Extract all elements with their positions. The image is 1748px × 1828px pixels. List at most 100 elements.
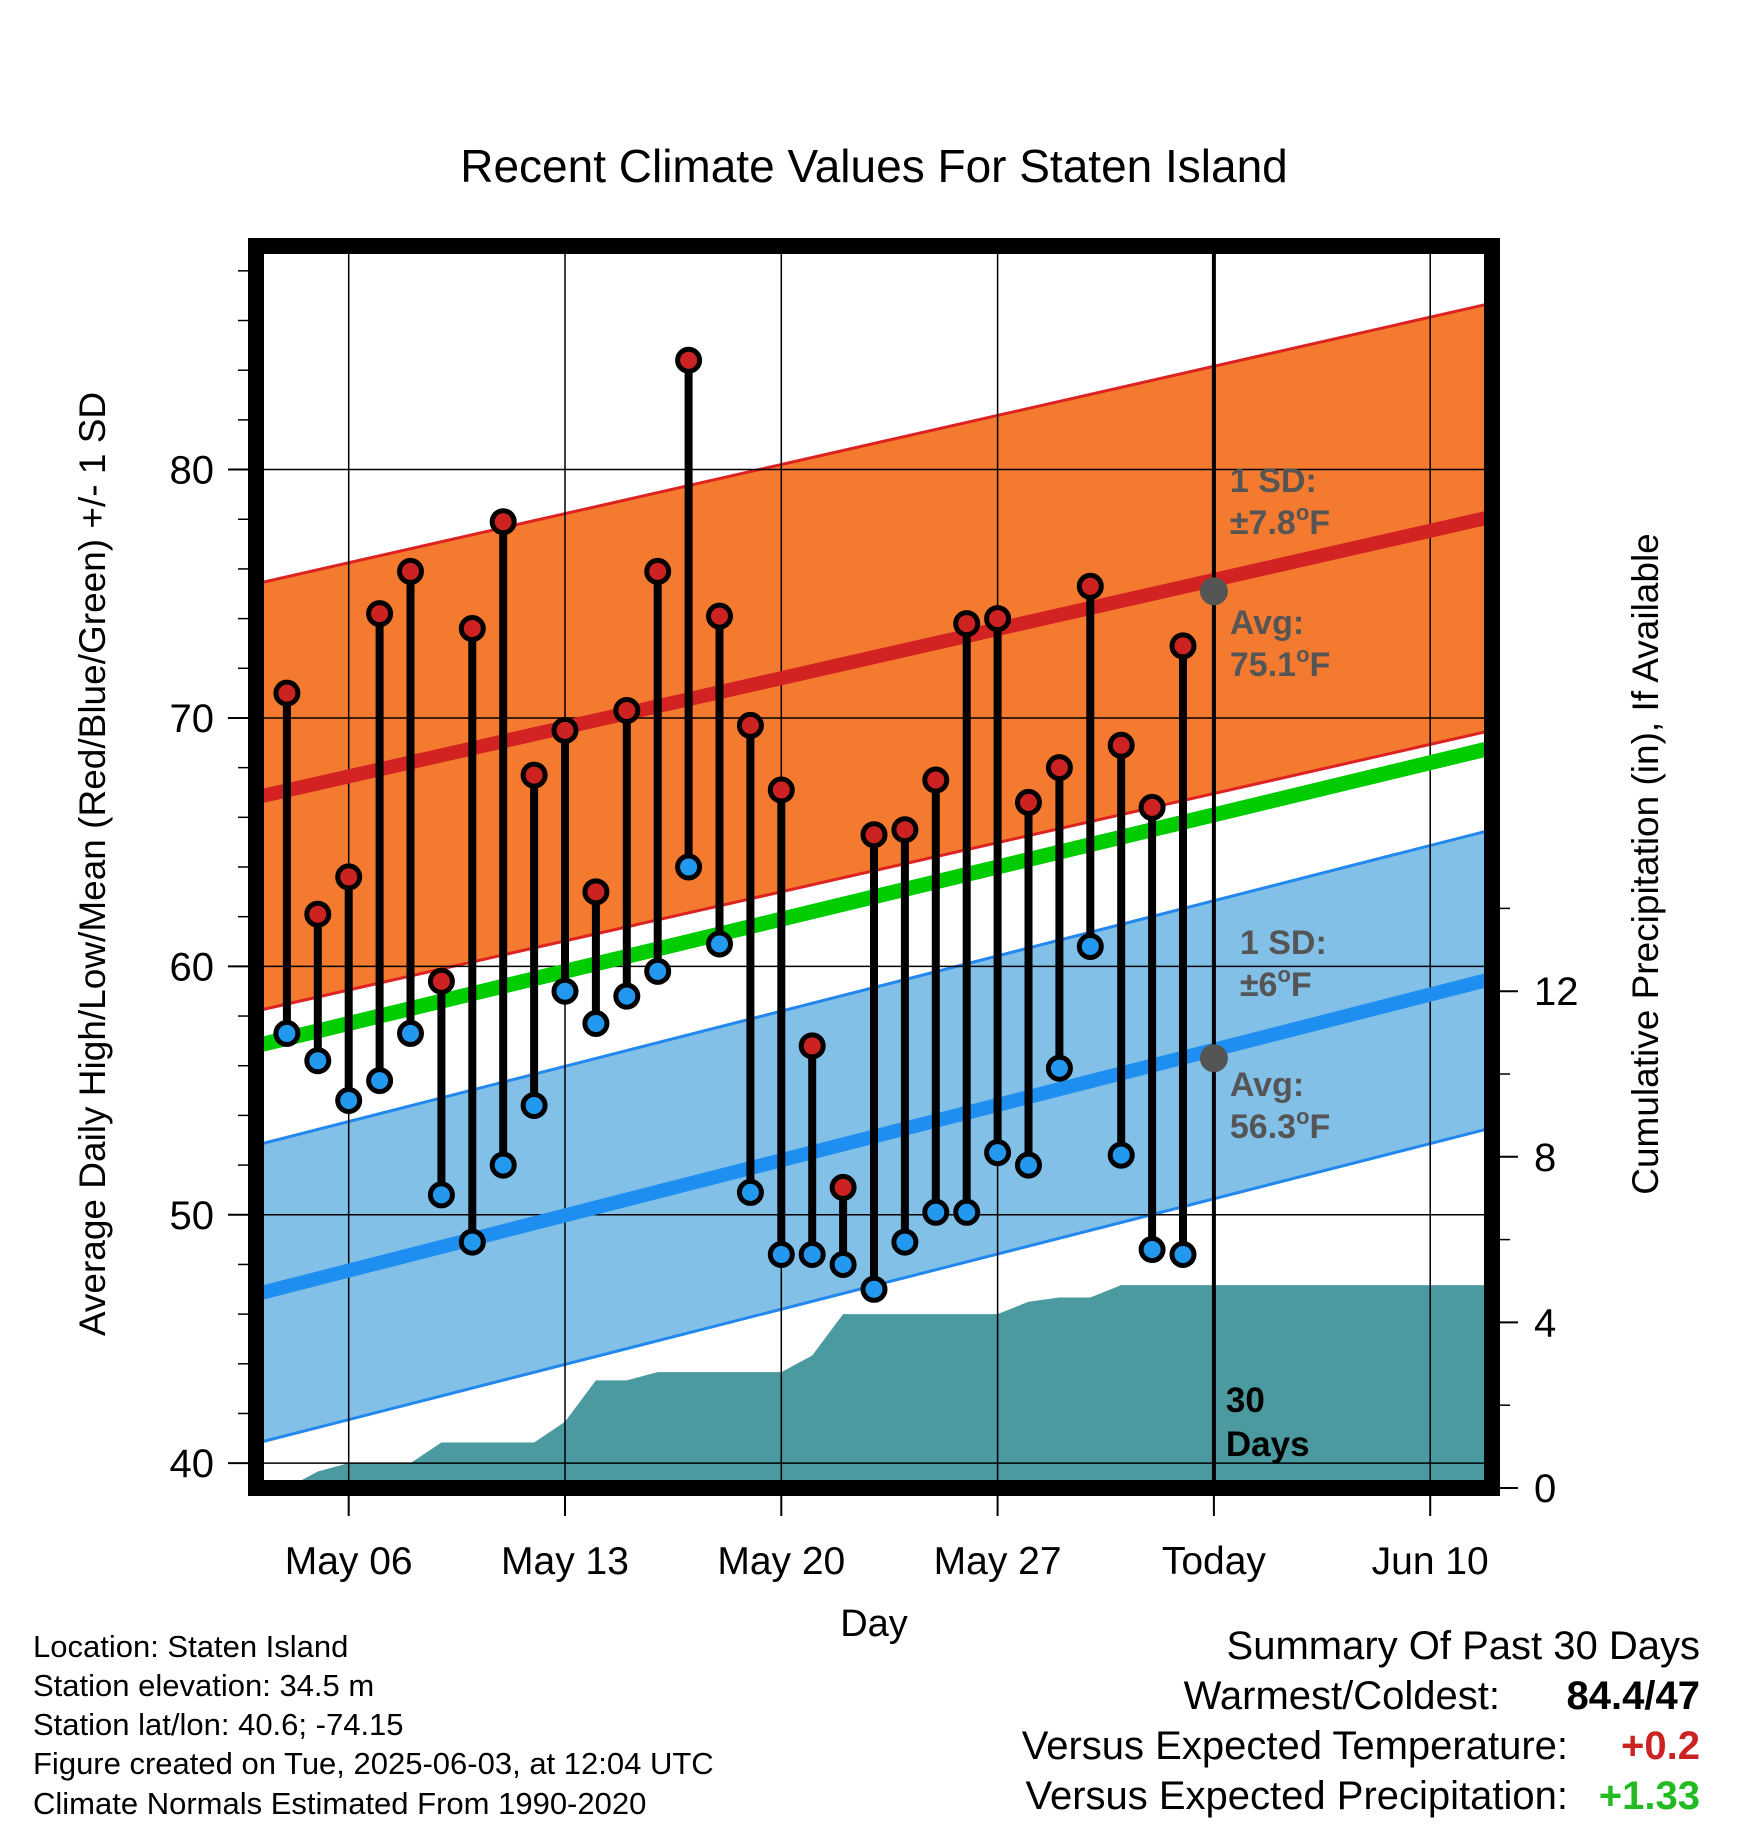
daily-high-point [891,816,919,844]
daily-high-point [304,900,332,928]
summary-temp-label: Versus Expected Temperature: [1021,1724,1568,1768]
y2-tick-label: 4 [1534,1301,1556,1345]
daily-low-point [366,1067,394,1095]
x-tick-label: May 20 [717,1540,845,1583]
daily-high-point [953,610,981,638]
summary-warmest-label: Warmest/Coldest: [1183,1674,1500,1718]
summary-warmest-row: Warmest/Coldest: [0,1674,1500,1724]
daily-high-point [1138,793,1166,821]
daily-low-point [984,1139,1012,1167]
y-tick-label: 40 [170,1442,215,1486]
daily-low-point [1076,932,1104,960]
daily-low-point [829,1250,857,1278]
summary-warmest-value: 84.4/47 [1567,1674,1700,1719]
daily-low-point [582,1009,610,1037]
today-days-label: 30 [1226,1381,1265,1420]
daily-high-point [520,761,548,789]
summary-temp-row: Versus Expected Temperature: [0,1724,1568,1774]
figure-created: Figure created on Tue, 2025-06-03, at 12… [33,1746,714,1781]
today-days-label: Days [1226,1425,1310,1464]
summary-temp-value-wrap: +0.2 [1621,1724,1700,1769]
daily-low-point [551,977,579,1005]
y-axis-label: Average Daily High/Low/Mean (Red/Blue/Gr… [72,392,113,1336]
low-avg-annotation-line1: Avg: [1230,1066,1304,1104]
summary-precip-value: +1.33 [1598,1774,1700,1818]
daily-low-point [675,853,703,881]
daily-high-point [582,878,610,906]
daily-low-point [520,1091,548,1119]
high-avg-marker [1199,577,1228,606]
low-avg-annotation-line2: 56.3oF [1230,1104,1330,1146]
daily-high-point [427,967,455,995]
daily-low-point [489,1151,517,1179]
daily-high-point [1169,632,1197,660]
daily-high-point [922,766,950,794]
daily-high-point [397,557,424,585]
daily-low-point [1107,1141,1135,1169]
station-latlon: Station lat/lon: 40.6; -74.15 [33,1707,404,1742]
daily-high-point [335,863,363,891]
x-tick-label: Jun 10 [1372,1540,1489,1583]
y-tick-label: 70 [170,697,215,741]
summary-title: Summary Of Past 30 Days [1226,1624,1700,1668]
daily-high-point [1107,731,1135,759]
daily-low-point [860,1275,888,1303]
daily-high-point [489,508,517,536]
station-elevation: Station elevation: 34.5 m [33,1668,375,1703]
daily-high-point [829,1173,857,1201]
daily-high-point [273,679,301,707]
summary-temp-value: +0.2 [1621,1724,1700,1768]
daily-low-point [1138,1236,1166,1264]
daily-high-point [613,697,641,725]
daily-high-point [984,605,1012,633]
precipitation-area [286,1285,1492,1488]
daily-low-point [1015,1151,1042,1179]
daily-high-point [551,716,579,744]
daily-high-point [798,1032,826,1060]
summary-precip-label: Versus Expected Precipitation: [1025,1774,1568,1818]
daily-low-point [891,1228,919,1256]
daily-low-point [458,1228,486,1256]
x-tick-label: Today [1162,1540,1267,1583]
daily-high-point [644,557,672,585]
daily-low-point [922,1198,950,1226]
x-axis-label: Day [840,1603,908,1645]
daily-low-point [613,982,641,1010]
daily-high-point [366,600,394,628]
daily-low-point [1045,1054,1073,1082]
y-tick-label: 60 [170,945,215,989]
x-tick-label: May 13 [501,1540,629,1583]
daily-high-point [736,711,764,739]
summary-precip-value-wrap: +1.33 [1599,1774,1700,1819]
daily-low-point [706,930,733,958]
plot-frame [248,238,1500,1496]
chart-title: Recent Climate Values For Staten Island [460,140,1288,192]
station-location: Location: Staten Island [33,1629,349,1664]
high-sd-annotation-line1: 1 SD: [1230,462,1317,500]
daily-low-point [798,1241,826,1269]
daily-high-point [706,602,733,630]
daily-high-point [1015,788,1042,816]
y2-tick-label: 8 [1534,1136,1556,1180]
y2-axis-label: Cumulative Precipitation (in), If Availa… [1625,533,1666,1195]
low-sd-annotation-line2: ±6oF [1240,962,1312,1004]
y2-tick-label: 0 [1534,1467,1556,1511]
daily-high-point [458,615,486,643]
low-avg-marker [1199,1044,1228,1073]
daily-low-point [1169,1241,1197,1269]
daily-low-point [304,1047,332,1075]
summary-precip-row: Versus Expected Precipitation: [0,1774,1568,1824]
daily-high-point [767,776,795,804]
warmest-coldest-value: 84.4/47 [1566,1674,1700,1718]
low-sd-annotation-line1: 1 SD: [1240,924,1327,962]
daily-low-point [335,1086,363,1114]
y2-tick-label: 12 [1534,970,1579,1014]
high-sd-annotation-line2: ±7.8oF [1230,500,1330,542]
daily-low-point [953,1198,981,1226]
high-avg-annotation-line1: Avg: [1230,604,1304,642]
daily-high-point [1045,754,1073,782]
high-avg-annotation-line2: 75.1oF [1230,642,1330,684]
y-tick-label: 50 [170,1194,215,1238]
